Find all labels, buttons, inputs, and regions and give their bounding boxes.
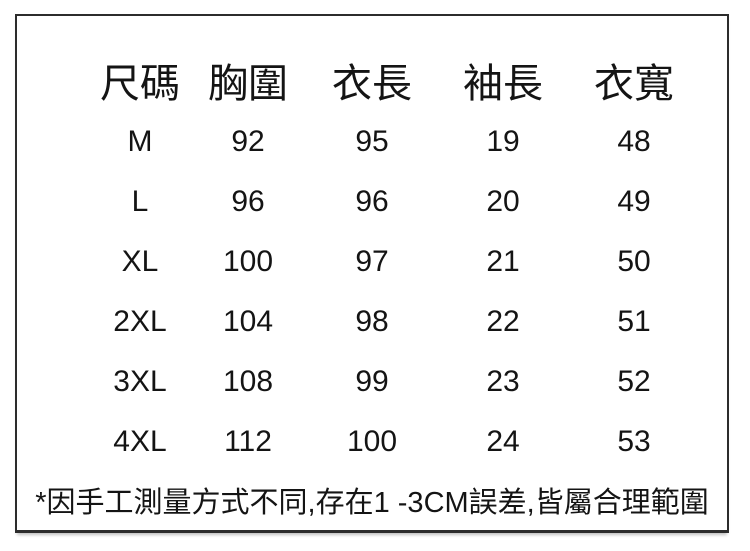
value-cell: 53: [617, 425, 651, 458]
value-cell: 96: [355, 185, 389, 218]
value-cell: 104: [222, 305, 274, 338]
value-cell: 52: [617, 365, 651, 398]
table-row-3xl: 3XL 108 99 23 52: [80, 352, 710, 412]
size-chart-table: 尺碼 胸圍 衣長 袖長 衣寬 M 92 95 19 48 L 96 96 20 …: [80, 48, 710, 472]
value-cell: 49: [617, 185, 651, 218]
value-cell: 23: [486, 365, 520, 398]
value-cell: 19: [486, 125, 520, 158]
column-header-sleeve: 袖長: [463, 62, 543, 106]
size-cell: 4XL: [113, 425, 167, 458]
value-cell: 98: [355, 305, 389, 338]
size-cell: XL: [121, 245, 159, 278]
column-header-size: 尺碼: [100, 62, 180, 106]
size-chart-frame: 尺碼 胸圍 衣長 袖長 衣寬 M 92 95 19 48 L 96 96 20 …: [15, 14, 729, 533]
value-cell: 51: [617, 305, 651, 338]
value-cell: 48: [617, 125, 651, 158]
column-header-chest: 胸圍: [208, 62, 288, 106]
column-header-width: 衣寬: [594, 62, 674, 106]
value-cell: 50: [617, 245, 651, 278]
value-cell: 21: [486, 245, 520, 278]
size-chart-body: M 92 95 19 48 L 96 96 20 49 XL 100 97 21…: [80, 112, 710, 472]
value-cell: 96: [231, 185, 265, 218]
value-cell: 100: [346, 425, 398, 458]
measurement-tolerance-footnote: *因手工測量方式不同,存在1 -3CM誤差,皆屬合理範圍: [35, 487, 709, 519]
size-cell: M: [127, 125, 153, 158]
table-row-2xl: 2XL 104 98 22 51: [80, 292, 710, 352]
table-row-4xl: 4XL 112 100 24 53: [80, 412, 710, 472]
column-header-length: 衣長: [332, 62, 412, 106]
value-cell: 20: [486, 185, 520, 218]
header-row: 尺碼 胸圍 衣長 袖長 衣寬: [80, 48, 710, 112]
table-row-m: M 92 95 19 48: [80, 112, 710, 172]
value-cell: 22: [486, 305, 520, 338]
value-cell: 100: [222, 245, 274, 278]
size-cell: L: [131, 185, 149, 218]
size-cell: 3XL: [113, 365, 167, 398]
value-cell: 24: [486, 425, 520, 458]
value-cell: 99: [355, 365, 389, 398]
size-cell: 2XL: [113, 305, 167, 338]
value-cell: 92: [231, 125, 265, 158]
value-cell: 95: [355, 125, 389, 158]
table-row-l: L 96 96 20 49: [80, 172, 710, 232]
size-chart-header: 尺碼 胸圍 衣長 袖長 衣寬: [80, 48, 710, 112]
value-cell: 108: [222, 365, 274, 398]
table-row-xl: XL 100 97 21 50: [80, 232, 710, 292]
value-cell: 97: [355, 245, 389, 278]
value-cell: 112: [224, 425, 272, 458]
